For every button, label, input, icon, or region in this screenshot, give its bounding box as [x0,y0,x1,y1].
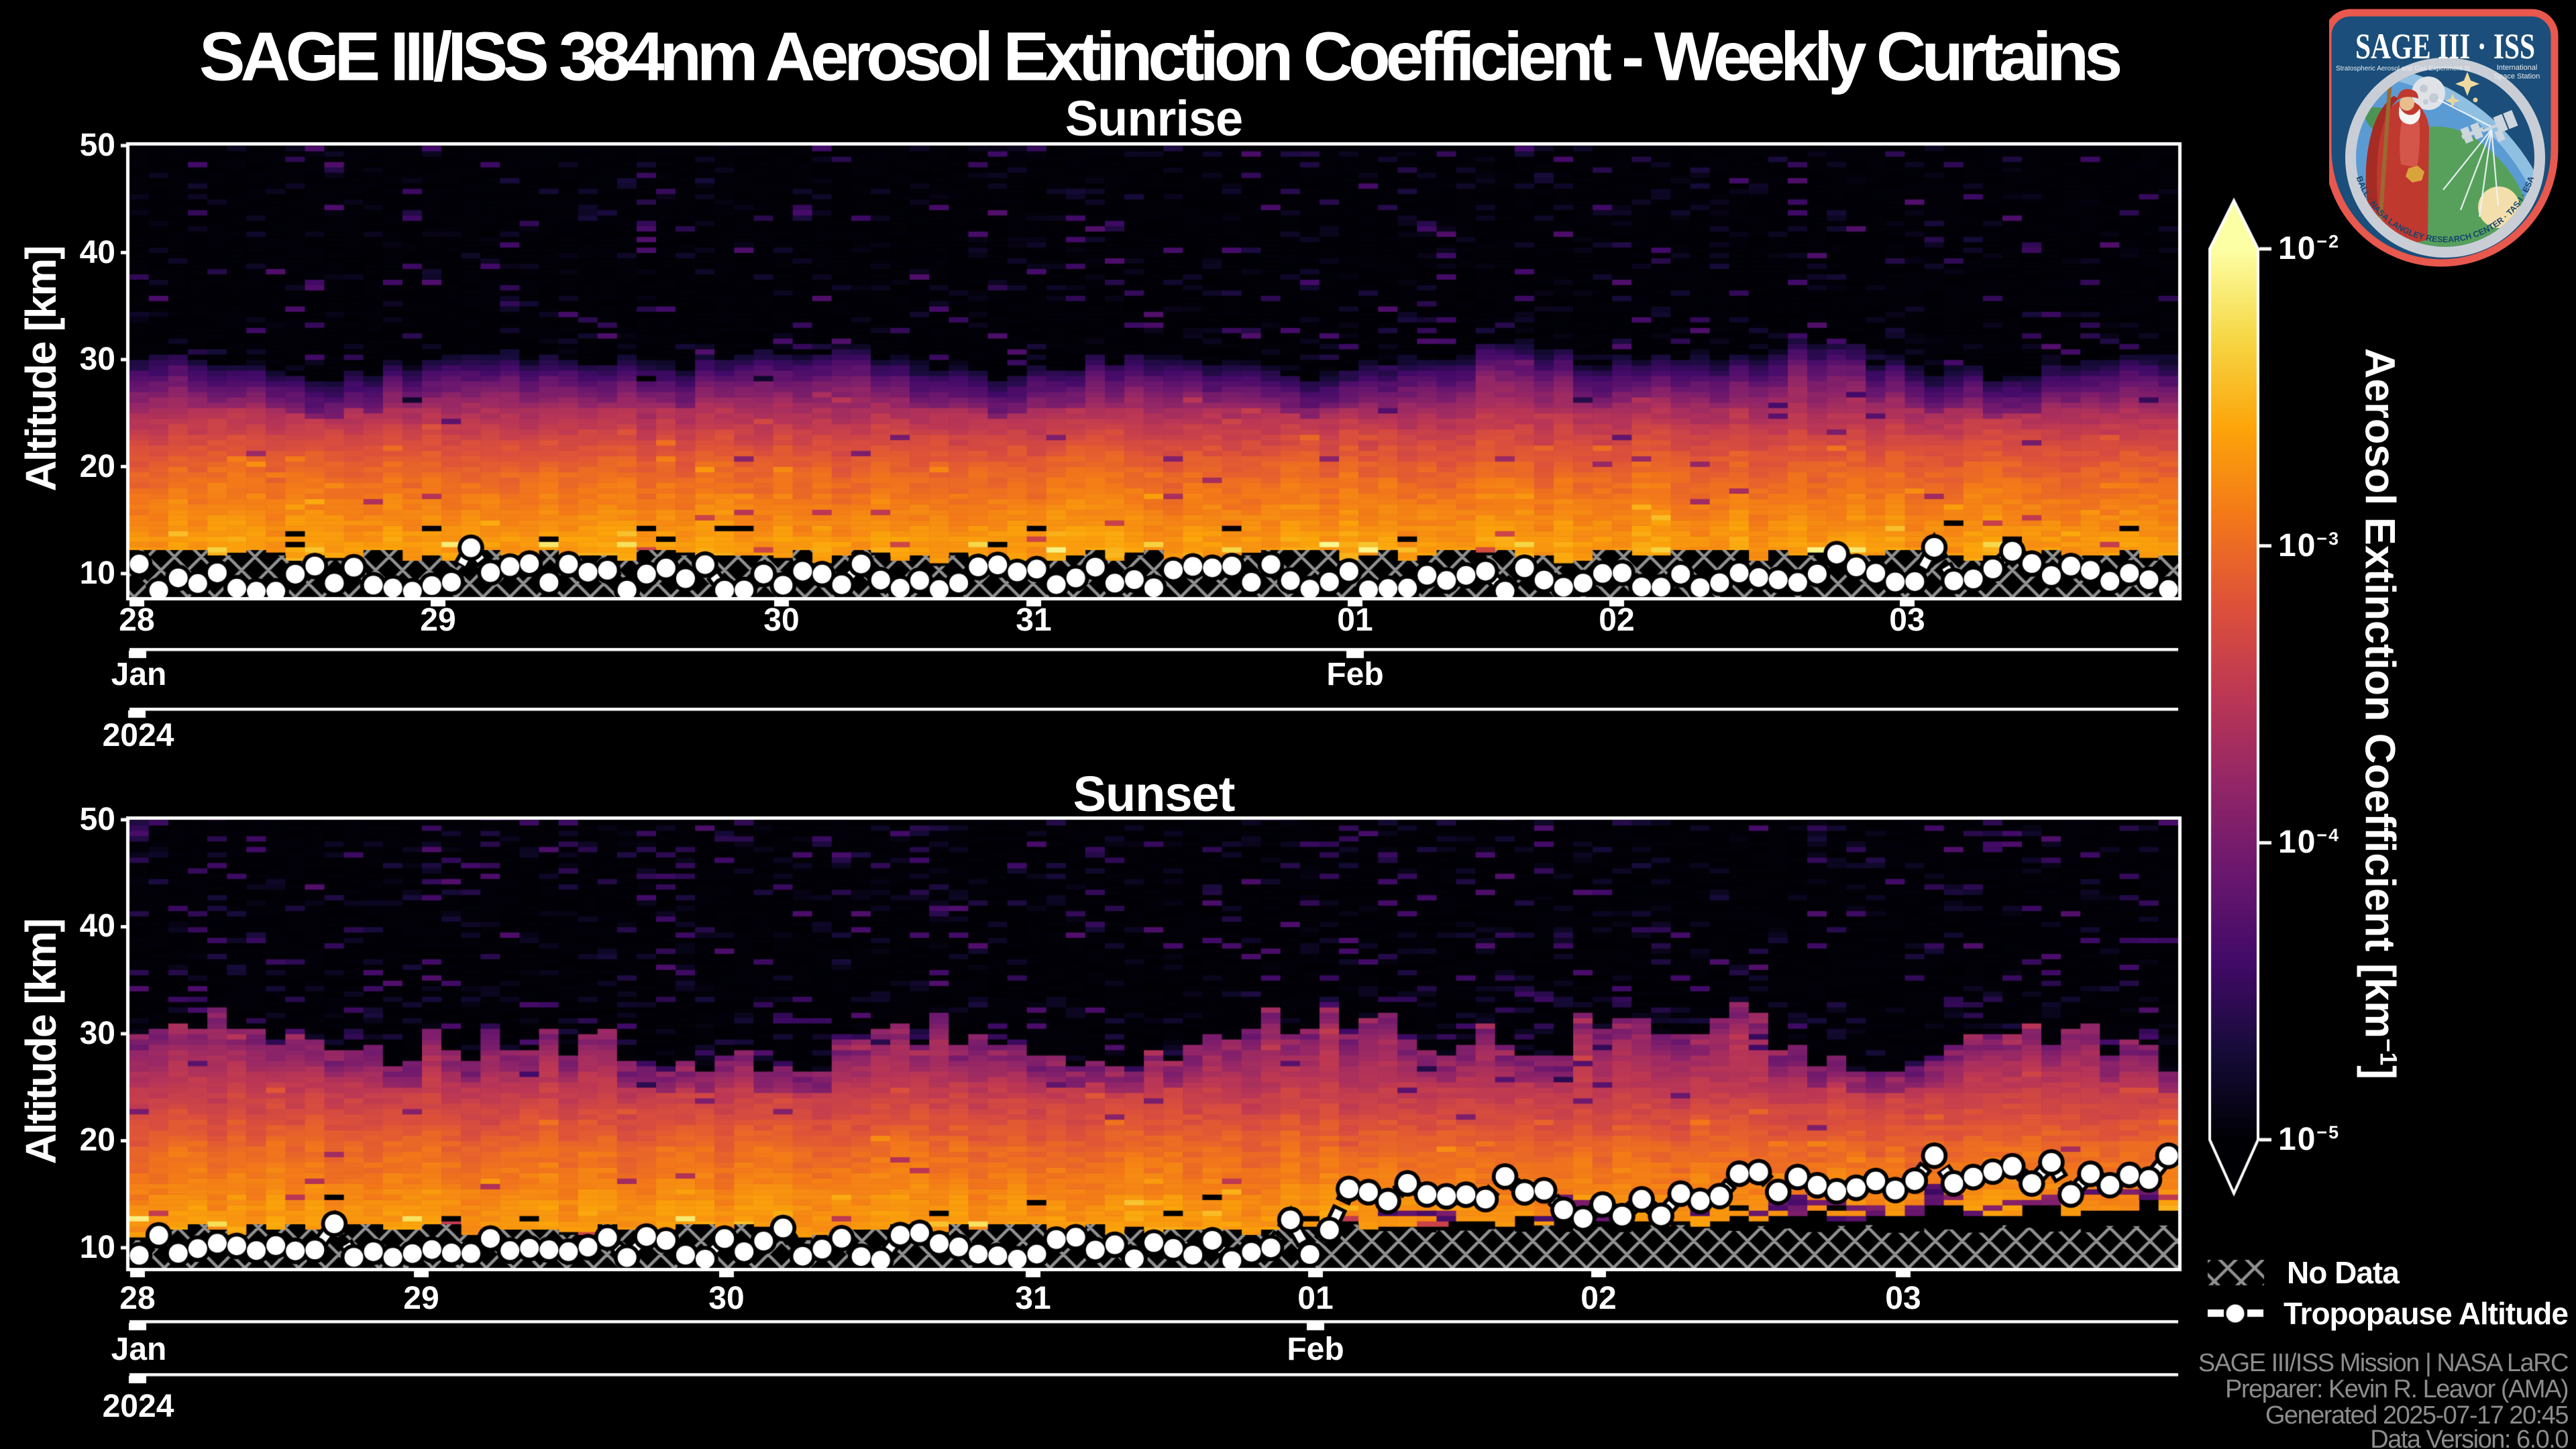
svg-text:Stratospheric Aerosol and Gas: Stratospheric Aerosol and Gas Experiment… [2336,65,2470,72]
svg-text:International: International [2497,64,2538,72]
svg-text:Space Station: Space Station [2494,72,2540,80]
svg-text:SAGE III · ISS: SAGE III · ISS [2355,26,2535,66]
